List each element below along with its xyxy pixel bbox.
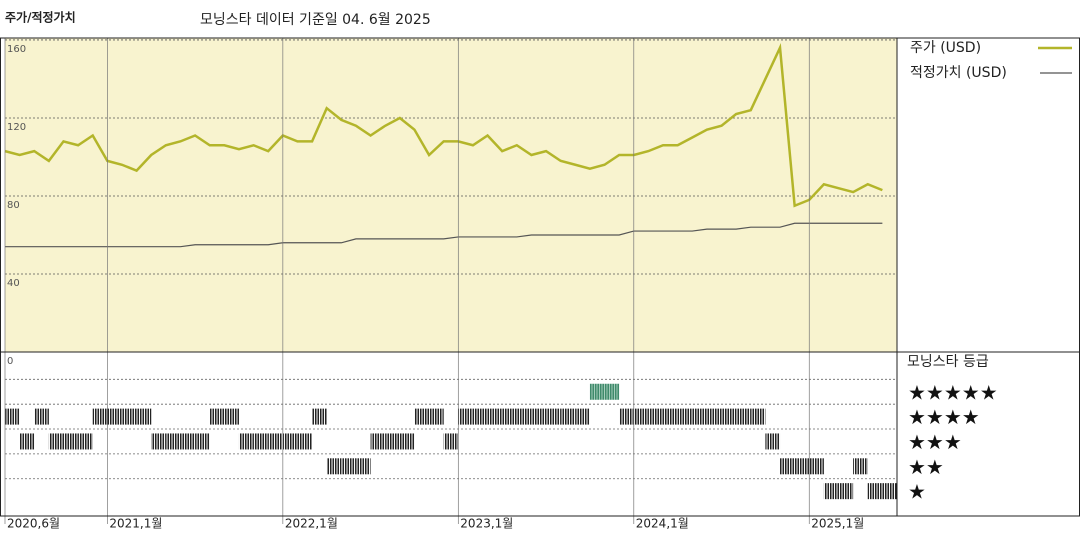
- rating-band: [458, 408, 473, 425]
- rating-band: [589, 383, 605, 400]
- legend-label: 주가 (USD): [910, 40, 981, 56]
- x-tick-label: 2020,6월: [7, 517, 60, 531]
- plot-background: [5, 38, 897, 352]
- y-tick-label: ★★: [908, 455, 944, 479]
- rating-band: [195, 433, 210, 450]
- rating-band: [165, 433, 181, 450]
- rating-band: [399, 433, 415, 450]
- rating-band: [48, 433, 64, 450]
- rating-band: [633, 408, 649, 425]
- rating-band: [765, 433, 781, 450]
- rating-band: [78, 433, 93, 450]
- y-tick-label: 160: [7, 44, 26, 55]
- x-tick-label: 2023,1월: [460, 517, 513, 531]
- rating-band: [429, 408, 444, 425]
- x-tick-label: 2025,1월: [811, 517, 864, 531]
- rating-band: [516, 408, 532, 425]
- rating-band: [663, 408, 678, 425]
- rating-band: [443, 433, 459, 450]
- chart-title: 주가/적정가치: [5, 10, 76, 25]
- rating-band: [121, 408, 137, 425]
- rating-band: [19, 433, 35, 450]
- y-tick-label: 120: [7, 122, 26, 133]
- rating-band: [882, 483, 897, 500]
- y-tick-label: 0: [7, 356, 13, 367]
- y-tick-label: ★★★★: [908, 405, 980, 429]
- rating-band: [677, 408, 693, 425]
- rating-band: [355, 458, 371, 475]
- rating-band: [297, 433, 313, 450]
- rating-band: [560, 408, 576, 425]
- y-tick-label: ★: [908, 480, 926, 504]
- rating-band: [838, 483, 854, 500]
- rating-band: [736, 408, 751, 425]
- rating-band: [385, 433, 400, 450]
- rating-band: [326, 458, 342, 475]
- rating-band: [253, 433, 269, 450]
- y-tick-label: 80: [7, 200, 20, 211]
- rating-band: [34, 408, 49, 425]
- line-series: [5, 222, 883, 248]
- rating-band: [721, 408, 737, 425]
- rating-band: [575, 408, 590, 425]
- rating-band: [853, 458, 868, 475]
- rating-title: 모닝스타 등급: [907, 354, 989, 370]
- rating-band: [780, 458, 795, 475]
- rating-band: [604, 383, 620, 400]
- y-tick-label: ★★★: [908, 430, 962, 454]
- x-tick-label: 2024,1월: [636, 517, 689, 531]
- x-tick-label: 2022,1월: [285, 517, 338, 531]
- rating-band: [794, 458, 810, 475]
- rating-band: [136, 408, 152, 425]
- rating-band: [546, 408, 561, 425]
- rating-band: [282, 433, 298, 450]
- rating-band: [823, 483, 839, 500]
- rating-band: [472, 408, 488, 425]
- rating-band: [312, 408, 327, 425]
- rating-band: [107, 408, 122, 425]
- rating-band: [414, 408, 430, 425]
- rating-band: [648, 408, 664, 425]
- rating-band: [238, 433, 254, 450]
- rating-band: [209, 408, 225, 425]
- rating-band: [5, 408, 20, 425]
- rating-band: [809, 458, 824, 475]
- rating-band: [487, 408, 503, 425]
- rating-band: [867, 483, 883, 500]
- rating-band: [268, 433, 283, 450]
- rating-band: [706, 408, 722, 425]
- rating-band: [692, 408, 707, 425]
- x-tick-label: 2021,1월: [109, 517, 162, 531]
- y-tick-label: ★★★★★: [908, 380, 998, 404]
- y-tick-label: 40: [7, 278, 20, 289]
- rating-band: [531, 408, 547, 425]
- rating-band: [619, 408, 634, 425]
- line-series: [4, 43, 883, 208]
- rating-band: [341, 458, 356, 475]
- rating-band: [224, 408, 239, 425]
- chart-subtitle: 모닝스타 데이터 기준일 04. 6월 2025: [200, 12, 431, 28]
- rating-band: [92, 408, 108, 425]
- rating-band: [151, 433, 166, 450]
- rating-band: [502, 408, 517, 425]
- legend-label: 적정가치 (USD): [910, 65, 1007, 81]
- rating-band: [180, 433, 196, 450]
- rating-band: [63, 433, 79, 450]
- rating-band: [750, 408, 766, 425]
- rating-band: [370, 433, 386, 450]
